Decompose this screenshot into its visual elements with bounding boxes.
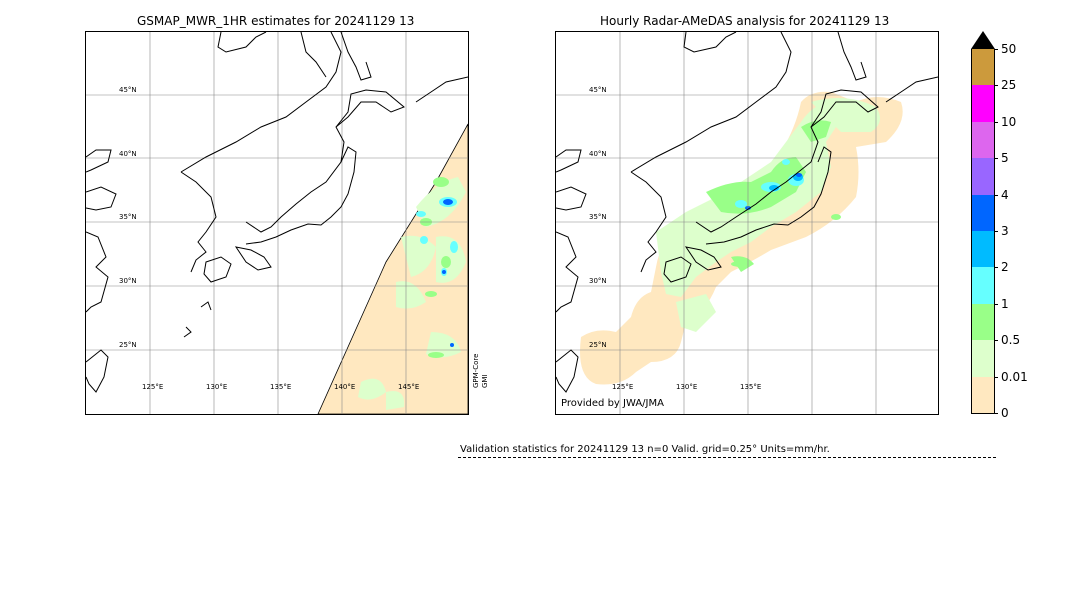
colorbar-tick-label: 0.01: [1001, 369, 1028, 384]
right-map: [555, 31, 939, 415]
left-lon-label-140: 140°E: [334, 383, 356, 391]
colorbar-tick-mark: [994, 267, 998, 269]
left-map-canvas: [86, 32, 468, 414]
colorbar-segment: [972, 158, 994, 195]
left-lat-label-35: 35°N: [119, 213, 137, 221]
precip-moderate: [420, 177, 451, 358]
stats-divider: [458, 457, 996, 458]
colorbar-tick-mark: [994, 340, 998, 342]
colorbar-tick-label: 4: [1001, 187, 1009, 202]
sensor-label-gpm-core: GPM-Core: [472, 353, 480, 388]
colorbar-tick-mark: [994, 303, 998, 305]
colorbar: [971, 49, 995, 414]
right-map-canvas: [556, 32, 938, 414]
colorbar-segment: [972, 376, 994, 413]
right-lon-label-125: 125°E: [612, 383, 634, 391]
left-lat-label-25: 25°N: [119, 341, 137, 349]
colorbar-segment: [972, 49, 994, 86]
colorbar-tick-mark: [994, 376, 998, 378]
colorbar-tick-mark: [994, 158, 998, 160]
right-graticule: [556, 32, 938, 414]
right-map-title: Hourly Radar-AMeDAS analysis for 2024112…: [600, 14, 890, 28]
colorbar-tick-mark: [994, 194, 998, 196]
colorbar-tick-label: 2: [1001, 260, 1009, 275]
right-lat-label-25: 25°N: [589, 341, 607, 349]
colorbar-segment: [972, 267, 994, 304]
colorbar-tick-label: 50: [1001, 42, 1017, 56]
left-lon-label-125: 125°E: [142, 383, 164, 391]
colorbar-segment: [972, 303, 994, 341]
left-map-title: GSMAP_MWR_1HR estimates for 20241129 13: [137, 14, 415, 28]
precip-moderate-cells: [706, 120, 841, 272]
colorbar-segment: [972, 194, 994, 231]
colorbar-tick-label: 0.5: [1001, 333, 1021, 348]
colorbar-tick-label: 10: [1001, 114, 1017, 129]
colorbar-segment: [972, 340, 994, 377]
colorbar-tick-label: 3: [1001, 224, 1009, 238]
right-coastlines: [556, 32, 938, 393]
left-lon-label-145: 145°E: [398, 383, 420, 391]
left-graticule: [86, 32, 468, 414]
right-lat-label-30: 30°N: [589, 277, 607, 285]
colorbar-tick-label: 0: [1001, 406, 1009, 420]
right-lon-label-135: 135°E: [740, 383, 762, 391]
precip-intense: [442, 199, 454, 347]
left-map: [85, 31, 469, 415]
validation-statistics: Validation statistics for 20241129 13 n=…: [460, 444, 830, 455]
colorbar-tick-mark: [994, 121, 998, 123]
left-lat-label-30: 30°N: [119, 277, 137, 285]
colorbar-tick-mark: [994, 413, 998, 414]
right-lat-label-35: 35°N: [589, 213, 607, 221]
colorbar-tick-label: 1: [1001, 296, 1009, 311]
colorbar-tick-label: 5: [1001, 151, 1009, 166]
data-provider-credit: Provided by JWA/JMA: [561, 398, 664, 409]
left-lon-label-135: 135°E: [270, 383, 292, 391]
sensor-label-gmi: GMI: [481, 374, 489, 388]
colorbar-tick-mark: [994, 231, 998, 232]
colorbar-segment: [972, 230, 994, 268]
colorbar-segment: [972, 85, 994, 122]
right-lat-label-40: 40°N: [589, 150, 607, 158]
right-lat-label-45: 45°N: [589, 86, 607, 94]
left-lon-label-130: 130°E: [206, 383, 228, 391]
left-lat-label-45: 45°N: [119, 86, 137, 94]
colorbar-tick-mark: [994, 49, 998, 50]
left-coastlines: [86, 32, 468, 393]
colorbar-segment: [972, 121, 994, 159]
colorbar-overflow-arrow: [971, 31, 995, 49]
colorbar-tick-mark: [994, 85, 998, 87]
colorbar-tick-label: 25: [1001, 78, 1017, 93]
left-lat-label-40: 40°N: [119, 150, 137, 158]
right-lon-label-130: 130°E: [676, 383, 698, 391]
